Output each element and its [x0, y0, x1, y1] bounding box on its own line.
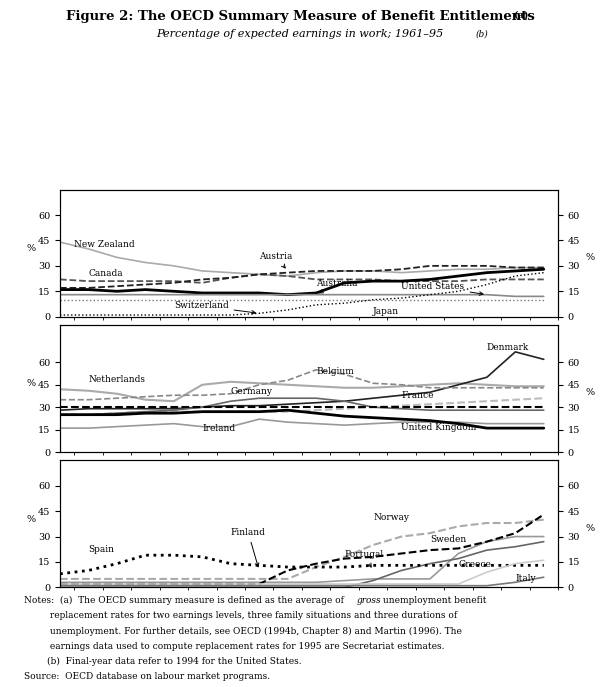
Text: Figure 2: The OECD Summary Measure of Benefit Entitlements: Figure 2: The OECD Summary Measure of Be… [65, 10, 535, 23]
Text: Source:  OECD database on labour market programs.: Source: OECD database on labour market p… [24, 672, 270, 681]
Y-axis label: %: % [26, 515, 35, 523]
Text: Australia: Australia [316, 279, 358, 293]
Text: Notes:  (a)  The OECD summary measure is defined as the average of: Notes: (a) The OECD summary measure is d… [24, 596, 347, 605]
Text: Ireland: Ireland [202, 424, 235, 433]
Text: Switzerland: Switzerland [174, 301, 256, 314]
Text: earnings data used to compute replacement rates for 1995 are Secretariat estimat: earnings data used to compute replacemen… [24, 642, 445, 651]
Text: (b): (b) [476, 30, 488, 38]
Text: Percentage of expected earnings in work; 1961–95: Percentage of expected earnings in work;… [157, 29, 443, 39]
Text: Belgium: Belgium [316, 368, 354, 376]
Text: replacement rates for two earnings levels, three family situations and three dur: replacement rates for two earnings level… [24, 611, 457, 620]
Text: Italy: Italy [515, 574, 536, 583]
Y-axis label: %: % [26, 244, 35, 253]
Text: Norway: Norway [373, 513, 409, 521]
Text: Finland: Finland [231, 528, 266, 567]
Text: Spain: Spain [88, 545, 115, 554]
Text: Austria: Austria [259, 252, 293, 268]
Text: unemployment. For further details, see OECD (1994b, Chapter 8) and Martin (1996): unemployment. For further details, see O… [24, 627, 462, 635]
Text: Greece: Greece [458, 560, 491, 569]
Text: Sweden: Sweden [430, 534, 466, 543]
Text: New Zealand: New Zealand [74, 240, 135, 249]
Text: (a): (a) [513, 11, 529, 20]
Text: United Kingdom: United Kingdom [401, 423, 477, 431]
Y-axis label: %: % [26, 379, 35, 388]
Text: gross: gross [357, 596, 382, 605]
Y-axis label: %: % [585, 253, 595, 262]
Text: Portugal: Portugal [344, 550, 383, 567]
Text: Japan: Japan [373, 306, 399, 315]
Y-axis label: %: % [585, 523, 595, 533]
Text: France: France [401, 391, 434, 401]
Text: United States: United States [401, 282, 483, 295]
Text: (b)  Final-year data refer to 1994 for the United States.: (b) Final-year data refer to 1994 for th… [24, 657, 302, 666]
Text: Canada: Canada [88, 269, 123, 278]
Text: Denmark: Denmark [487, 344, 529, 352]
Text: unemployment benefit: unemployment benefit [380, 596, 487, 605]
Text: Netherlands: Netherlands [88, 375, 145, 384]
Text: Germany: Germany [231, 387, 273, 396]
Y-axis label: %: % [585, 388, 595, 398]
